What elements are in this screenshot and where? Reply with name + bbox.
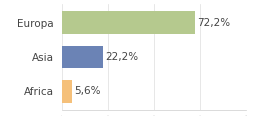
Bar <box>62 46 103 68</box>
Bar <box>62 80 72 103</box>
Text: 72,2%: 72,2% <box>197 18 230 28</box>
Bar <box>62 11 195 34</box>
Text: 5,6%: 5,6% <box>74 86 101 96</box>
Text: 22,2%: 22,2% <box>105 52 138 62</box>
